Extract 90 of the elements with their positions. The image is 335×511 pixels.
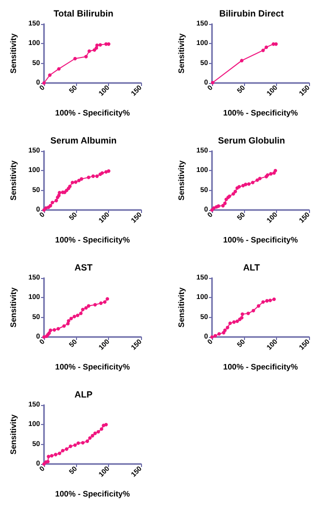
point <box>93 303 97 306</box>
y-axis-title: Sensitivity <box>8 414 18 455</box>
point <box>234 190 238 194</box>
point <box>56 326 60 330</box>
y-axis-title: Sensitivity <box>176 286 186 328</box>
point <box>73 56 77 60</box>
point <box>96 430 100 434</box>
point <box>256 178 260 182</box>
point <box>244 182 248 186</box>
y-axis-title: Sensitivity <box>8 286 18 328</box>
point <box>74 180 78 184</box>
point <box>58 190 62 194</box>
point <box>86 439 90 443</box>
point <box>88 49 92 53</box>
point <box>48 328 52 332</box>
point <box>88 436 92 440</box>
point <box>64 447 68 451</box>
point <box>250 180 254 184</box>
point <box>86 176 90 180</box>
point <box>252 308 256 312</box>
point <box>261 48 265 52</box>
point <box>228 321 232 325</box>
point <box>258 176 262 180</box>
point <box>76 314 80 318</box>
chart-title: ALT <box>243 262 260 272</box>
point <box>72 314 76 318</box>
point <box>106 42 110 46</box>
point <box>106 169 110 173</box>
chart-title: ALP <box>74 390 92 400</box>
point <box>95 43 99 47</box>
point <box>235 320 239 324</box>
point <box>79 312 83 316</box>
y-axis-title: Sensitivity <box>8 32 18 74</box>
point <box>240 312 244 316</box>
point <box>58 452 62 456</box>
point <box>68 444 72 448</box>
x-axis-title: 100% - Specificity% <box>223 362 298 372</box>
y-axis-title: Sensitivity <box>176 160 186 201</box>
point <box>265 299 269 303</box>
point <box>272 297 276 301</box>
point <box>76 441 80 445</box>
point <box>50 200 54 204</box>
point <box>69 316 73 320</box>
point <box>57 67 61 71</box>
point <box>73 443 77 447</box>
chart-title: Serum Albumin <box>50 136 117 146</box>
point <box>99 301 103 305</box>
point <box>54 198 58 202</box>
point <box>240 58 244 62</box>
point <box>264 45 268 49</box>
point <box>232 192 236 196</box>
x-axis-title: 100% - Specificity% <box>55 108 130 118</box>
point <box>256 304 260 308</box>
point <box>106 297 110 301</box>
point <box>268 298 272 302</box>
point <box>81 441 85 445</box>
point <box>81 308 85 312</box>
chart-title: Bilirubin Direct <box>219 8 284 18</box>
point <box>86 304 90 308</box>
point <box>247 182 251 186</box>
point <box>50 454 54 458</box>
point <box>48 73 52 77</box>
point <box>93 432 97 436</box>
point <box>104 422 108 426</box>
point <box>246 312 250 316</box>
point <box>98 43 102 47</box>
x-axis-title: 100% - Specificity% <box>55 490 130 498</box>
point <box>91 174 95 178</box>
point <box>213 334 217 338</box>
chart-title: Serum Globulin <box>218 136 286 146</box>
point <box>66 319 70 323</box>
point <box>52 328 56 332</box>
x-axis-title: 100% - Specificity% <box>55 362 130 372</box>
chart-title: AST <box>74 262 93 272</box>
y-axis-title: Sensitivity <box>176 32 186 74</box>
point <box>61 448 65 452</box>
point <box>90 434 94 438</box>
point <box>269 172 273 176</box>
point <box>261 300 265 304</box>
x-axis-title: 100% - Specificity% <box>223 108 298 118</box>
x-axis-title: 100% - Specificity% <box>55 236 130 244</box>
point <box>84 54 88 58</box>
point <box>103 300 107 304</box>
chart-title: Total Bilirubin <box>54 8 114 18</box>
x-axis-title: 100% - Specificity% <box>223 236 298 244</box>
point <box>217 332 221 336</box>
point <box>54 452 58 456</box>
point <box>95 174 99 178</box>
point <box>274 168 278 172</box>
y-axis-title: Sensitivity <box>8 160 18 201</box>
